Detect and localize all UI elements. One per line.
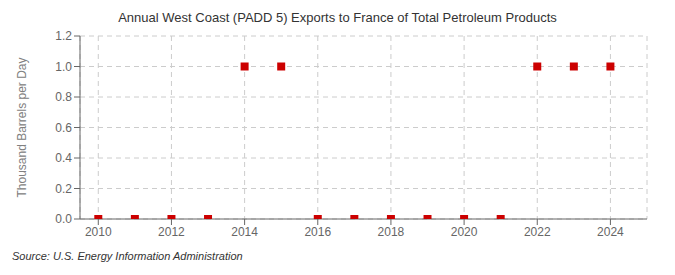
svg-text:0.4: 0.4 [55,151,72,165]
html-text:Source: U.S. Energy Informatio: Source: U.S. Energy Information Administ… [12,250,243,262]
svg-text:2014: 2014 [231,225,258,239]
svg-text:1.0: 1.0 [55,60,72,74]
svg-text:2016: 2016 [304,225,331,239]
svg-text:Thousand Barrels per Day: Thousand Barrels per Day [15,57,29,197]
svg-text:0.8: 0.8 [55,90,72,104]
svg-text:0.6: 0.6 [55,121,72,135]
svg-text:2018: 2018 [378,225,405,239]
html-text:Annual West Coast (PADD 5) Exp: Annual West Coast (PADD 5) Exports to Fr… [118,10,557,25]
svg-text:2024: 2024 [597,225,624,239]
svg-text:0.2: 0.2 [55,182,72,196]
svg-text:1.2: 1.2 [55,29,72,43]
svg-text:2020: 2020 [451,225,478,239]
svg-text:2010: 2010 [85,225,112,239]
svg-text:0.0: 0.0 [55,212,72,226]
svg-text:2012: 2012 [158,225,185,239]
svg-text:2022: 2022 [524,225,551,239]
